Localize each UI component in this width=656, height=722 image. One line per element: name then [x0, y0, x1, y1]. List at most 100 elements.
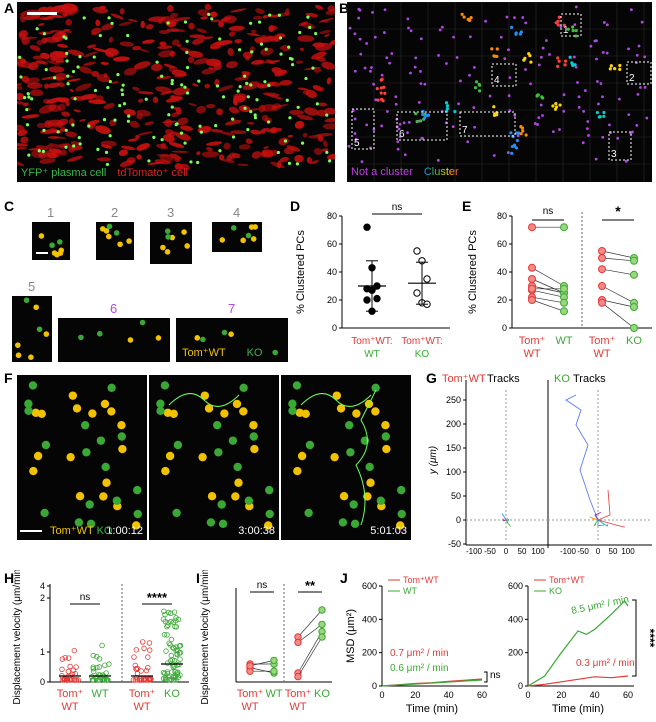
data-point — [99, 642, 105, 649]
timelapse-frame-3: 5:01:03 — [281, 375, 411, 540]
legend-ko: KO — [246, 347, 263, 359]
cluster-cell — [556, 23, 560, 27]
yfp-cell — [183, 85, 187, 89]
yfp-cell — [62, 35, 66, 39]
sig-label: ** — [305, 578, 316, 593]
cell — [352, 409, 361, 418]
yfp-cell — [105, 162, 110, 167]
yfp-cell — [77, 136, 81, 140]
cell — [41, 440, 51, 450]
data-point — [294, 672, 302, 681]
pair-line — [297, 624, 323, 643]
tdtomato-cell — [45, 60, 60, 65]
tdtomato-cell — [168, 66, 178, 73]
cell — [40, 508, 49, 518]
cluster-cell — [474, 80, 479, 84]
yfp-cell — [296, 105, 300, 109]
cell — [288, 406, 297, 416]
non-cluster-cell — [581, 141, 585, 145]
yfp-cell — [98, 33, 102, 38]
cluster-cell — [514, 31, 518, 35]
data-point — [106, 661, 112, 667]
yfp-cell — [107, 16, 111, 20]
cell — [86, 519, 96, 529]
non-cluster-cell — [537, 116, 541, 120]
track — [597, 519, 605, 527]
cluster-cell — [444, 101, 449, 105]
yfp-cell — [238, 84, 242, 89]
non-cluster-cell — [524, 68, 527, 71]
yfp-cell — [19, 75, 23, 79]
cell — [371, 407, 380, 416]
tdtomato-cell — [189, 34, 206, 39]
yfp-cell — [127, 114, 131, 118]
pair-line — [297, 636, 323, 677]
yfp-cell — [285, 98, 289, 102]
tdtomato-cell — [242, 51, 253, 59]
yfp-cell — [218, 149, 222, 153]
yfp-cell — [121, 83, 125, 87]
cluster-cell — [608, 67, 612, 71]
tdtomato-cell — [269, 81, 281, 87]
tdtomato-cell — [18, 30, 29, 38]
y-tick-label: 20 — [497, 295, 507, 305]
cell — [350, 519, 360, 529]
tdtomato-cell — [321, 61, 335, 70]
tdtomato-cell — [323, 140, 328, 148]
cell — [38, 233, 45, 239]
tdtomato-cell — [327, 5, 335, 12]
data-point — [73, 664, 79, 670]
tdtomato-cell — [324, 118, 335, 123]
cell — [349, 500, 358, 509]
tdtomato-cell — [305, 89, 317, 99]
cell — [239, 407, 248, 416]
cluster-cell — [571, 29, 575, 33]
cell — [127, 337, 134, 343]
tdtomato-cell — [58, 103, 66, 111]
yfp-cell — [147, 159, 151, 163]
non-cluster-cell — [358, 37, 362, 41]
panel-b-cluster-map: 1 2 3 4 5 6 7 Not a cluster Cluster — [347, 2, 652, 182]
non-cluster-cell — [507, 94, 511, 98]
data-point — [270, 667, 278, 675]
non-cluster-cell — [587, 134, 590, 137]
non-cluster-cell — [605, 23, 609, 27]
tdtomato-cell — [65, 101, 70, 107]
tdtomato-cell — [160, 90, 174, 95]
yfp-cell — [42, 32, 47, 36]
data-point — [65, 655, 72, 661]
tdtomato-cell — [320, 20, 330, 23]
cell — [85, 500, 94, 509]
tdtomato-cell — [118, 149, 128, 157]
non-cluster-cell — [551, 130, 555, 134]
group2-sub: KO — [415, 349, 430, 360]
y-tick-label: 250 — [446, 395, 461, 405]
tdtomato-cell — [48, 143, 65, 149]
panel-label-g: G — [426, 370, 437, 386]
tdtomato-cell — [233, 95, 246, 103]
cluster-cell — [468, 18, 472, 23]
tdtomato-cell — [210, 19, 221, 23]
tdtomato-cell — [208, 66, 214, 71]
tdtomato-cell — [294, 120, 305, 129]
non-cluster-cell — [351, 109, 355, 113]
non-cluster-cell — [492, 154, 496, 157]
panel-i-chart: Displacement velocity (μm/min) ns **Tom⁺ WT… — [200, 570, 332, 713]
cluster-cell — [495, 54, 499, 59]
tdtomato-cell — [17, 59, 34, 69]
cluster-cell — [510, 25, 514, 30]
tdtomato-cell — [133, 61, 151, 70]
x-label: Tom⁺ — [237, 688, 264, 700]
non-cluster-cell — [521, 16, 525, 19]
non-cluster-cell — [394, 102, 398, 106]
cell — [173, 440, 183, 450]
yfp-cell — [78, 142, 82, 146]
non-cluster-cell — [455, 56, 459, 59]
yfp-cell — [25, 108, 29, 112]
tdtomato-cell — [313, 147, 323, 155]
tdtomato-cell — [315, 4, 324, 10]
x-tick-label: 0 — [504, 547, 509, 555]
yfp-cell — [314, 31, 318, 36]
data-point — [560, 223, 568, 232]
yfp-cell — [257, 20, 262, 24]
